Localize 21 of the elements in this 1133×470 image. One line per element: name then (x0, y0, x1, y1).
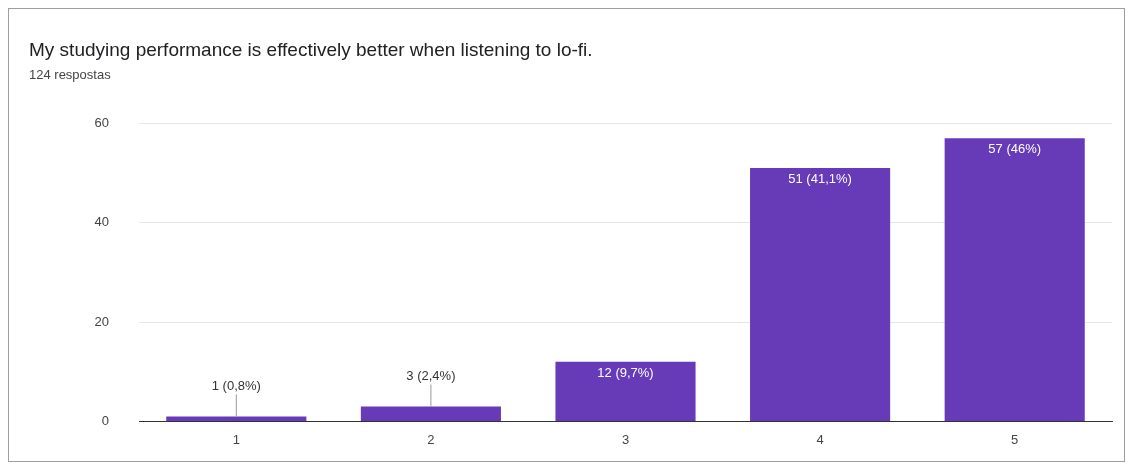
x-tick-label: 1 (232, 431, 240, 447)
y-tick-label: 20 (94, 313, 109, 329)
y-tick-label: 40 (94, 214, 109, 230)
x-tick-label: 2 (427, 431, 435, 447)
bar (750, 168, 891, 421)
bar (166, 416, 307, 421)
bar (944, 138, 1085, 421)
chart-subtitle: 124 respostas (29, 67, 112, 83)
chart-title: My studying performance is effectively better when listening to lo-fi. (29, 38, 593, 60)
data-label: 3 (2,4%) (406, 367, 456, 383)
data-label: 1 (0,8%) (211, 377, 261, 393)
x-tick-label: 4 (816, 431, 824, 447)
data-label: 57 (46%) (988, 141, 1042, 157)
bar (555, 361, 696, 421)
y-tick-label: 60 (94, 114, 109, 130)
data-label: 51 (41,1%) (788, 171, 852, 187)
y-tick-label: 0 (101, 412, 109, 428)
x-tick-label: 3 (621, 431, 630, 447)
x-tick-label: 5 (1011, 431, 1019, 447)
data-label: 12 (9,7%) (597, 364, 654, 380)
bar (360, 406, 501, 421)
